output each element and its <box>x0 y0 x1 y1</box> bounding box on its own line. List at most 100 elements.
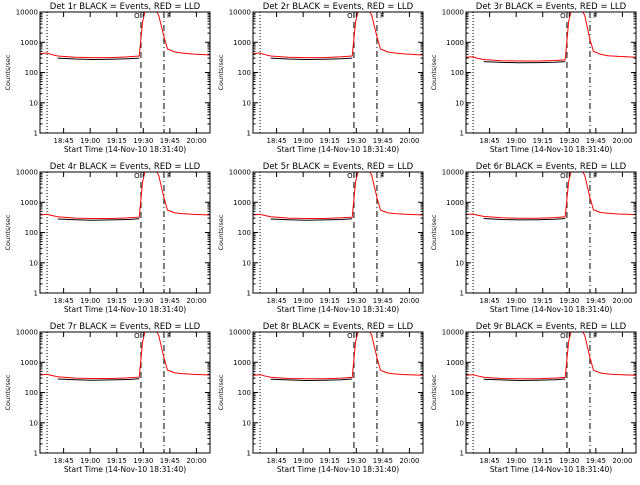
x-tick-label: 19:00 <box>293 457 313 465</box>
x-axis-label: Start Time (14-Nov-10 18:31:40) <box>277 305 399 314</box>
x-tick-label: 19:30 <box>346 137 366 145</box>
panel-title: Det 4r BLACK = Events, RED = LLD <box>50 162 201 172</box>
y-tick-label: 1000 <box>233 39 251 47</box>
x-tick-label: 18:45 <box>480 137 500 145</box>
event-marker-label: O <box>560 172 566 180</box>
x-axis-label: Start Time (14-Nov-10 18:31:40) <box>64 465 186 474</box>
events-series-line <box>57 378 140 381</box>
lld-series-line <box>466 172 636 219</box>
x-tick-label: 19:15 <box>533 137 553 145</box>
event-marker-label: O <box>134 332 140 340</box>
x-tick-label: 19:15 <box>533 297 553 305</box>
x-tick-label: 18:45 <box>480 297 500 305</box>
event-marker-label: O <box>347 172 353 180</box>
y-tick-label: 1 <box>460 130 464 138</box>
y-tick-label: 1 <box>460 450 464 458</box>
panel-title: Det 8r BLACK = Events, RED = LLD <box>263 322 414 332</box>
lld-series-line <box>253 12 423 59</box>
y-axis-label: Counts/sec <box>217 374 225 410</box>
plot-frame <box>252 331 424 454</box>
plot-frame <box>39 11 211 134</box>
y-tick-label: 1 <box>247 290 251 298</box>
y-tick-label: 1 <box>460 290 464 298</box>
y-tick-label: 1 <box>34 290 38 298</box>
event-marker-label: F <box>593 172 597 180</box>
x-tick-label: 19:15 <box>320 457 340 465</box>
y-tick-label: 1 <box>247 450 251 458</box>
panel-title: Det 3r BLACK = Events, RED = LLD <box>476 2 627 12</box>
x-tick-label: 19:30 <box>133 457 153 465</box>
event-marker-label: O <box>134 172 140 180</box>
plot-frame <box>252 171 424 294</box>
x-tick-label: 18:45 <box>267 137 287 145</box>
x-tick-label: 19:15 <box>533 457 553 465</box>
plot-frame <box>465 171 637 294</box>
y-axis-label: Counts/sec <box>217 54 225 90</box>
y-tick-label: 1000 <box>20 39 38 47</box>
x-tick-label: 19:15 <box>320 297 340 305</box>
x-tick-label: 19:30 <box>559 297 579 305</box>
x-tick-label: 19:00 <box>293 137 313 145</box>
events-series-line <box>57 218 140 221</box>
x-tick-label: 19:00 <box>506 457 526 465</box>
y-tick-label: 100 <box>25 69 38 77</box>
plot-frame <box>39 331 211 454</box>
y-tick-label: 1 <box>34 130 38 138</box>
events-series-line <box>57 57 140 61</box>
y-tick-label: 1000 <box>20 359 38 367</box>
x-tick-label: 19:30 <box>346 297 366 305</box>
x-tick-label: 20:00 <box>612 137 632 145</box>
plot-frame <box>39 171 211 294</box>
panel-title: Det 1r BLACK = Events, RED = LLD <box>50 2 201 12</box>
x-tick-label: 18:45 <box>54 457 74 465</box>
y-tick-label: 1 <box>247 130 251 138</box>
y-tick-label: 100 <box>238 69 251 77</box>
plot-frame <box>465 11 637 134</box>
x-tick-label: 19:30 <box>133 137 153 145</box>
events-series-line <box>483 61 566 64</box>
y-tick-label: 1000 <box>233 199 251 207</box>
plot-frame <box>465 331 637 454</box>
y-tick-label: 100 <box>25 389 38 397</box>
y-tick-label: 10000 <box>442 329 464 337</box>
y-axis-label: Counts/sec <box>430 54 438 90</box>
y-tick-label: 10 <box>455 259 464 267</box>
y-tick-label: 10 <box>242 419 251 427</box>
event-marker-label: F <box>167 172 171 180</box>
y-tick-label: 10000 <box>442 169 464 177</box>
events-series-line <box>483 378 566 382</box>
events-series-line <box>270 218 353 221</box>
y-tick-label: 10 <box>29 419 38 427</box>
event-marker-label: O <box>560 332 566 340</box>
y-tick-label: 10000 <box>229 9 251 17</box>
x-tick-label: 19:15 <box>107 297 127 305</box>
x-tick-label: 19:00 <box>506 297 526 305</box>
x-tick-label: 18:45 <box>480 457 500 465</box>
x-tick-label: 19:45 <box>160 457 180 465</box>
x-tick-label: 19:45 <box>373 137 393 145</box>
x-tick-label: 19:30 <box>559 137 579 145</box>
x-tick-label: 19:45 <box>160 297 180 305</box>
x-tick-label: 19:45 <box>373 297 393 305</box>
x-tick-label: 19:00 <box>80 297 100 305</box>
y-axis-label: Counts/sec <box>430 374 438 410</box>
y-axis-label: Counts/sec <box>4 374 12 410</box>
panel-title: Det 9r BLACK = Events, RED = LLD <box>476 322 627 332</box>
x-axis-label: Start Time (14-Nov-10 18:31:40) <box>64 145 186 154</box>
events-series-line <box>270 57 353 61</box>
x-axis-label: Start Time (14-Nov-10 18:31:40) <box>490 465 612 474</box>
y-tick-label: 10 <box>242 99 251 107</box>
plot-frame <box>252 11 424 134</box>
x-tick-label: 20:00 <box>399 137 419 145</box>
x-axis-label: Start Time (14-Nov-10 18:31:40) <box>490 305 612 314</box>
x-axis-label: Start Time (14-Nov-10 18:31:40) <box>277 465 399 474</box>
y-tick-label: 1 <box>34 450 38 458</box>
panel-title: Det 7r BLACK = Events, RED = LLD <box>50 322 201 332</box>
lld-series-line <box>466 332 636 380</box>
y-tick-label: 100 <box>451 69 464 77</box>
y-tick-label: 1000 <box>233 359 251 367</box>
